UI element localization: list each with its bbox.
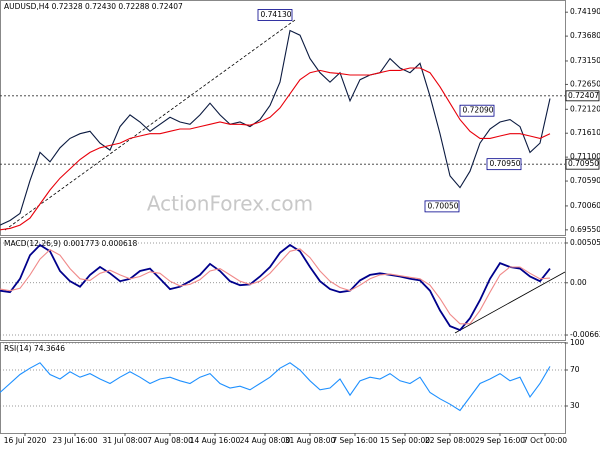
x-tick-label: 7 Aug 08:00 <box>147 436 193 445</box>
trend-line <box>454 271 566 334</box>
x-tick-label: 24 Aug 08:00 <box>240 436 291 445</box>
annotation-label: 0.72090 <box>463 106 494 115</box>
y-tick-label: 0.00 <box>570 278 587 287</box>
x-tick-label: 7 Oct 00:00 <box>523 436 567 445</box>
price-label-box <box>565 90 600 102</box>
annotation-label: 0.70050 <box>428 201 459 210</box>
x-tick-label: 22 Sep 08:00 <box>425 436 475 445</box>
price-label: 0.72407 <box>568 91 599 100</box>
x-tick-label: 29 Sep 16:00 <box>475 436 525 445</box>
y-tick-label: 0.74190 <box>570 7 600 16</box>
x-tick-label: 14 Aug 16:00 <box>190 436 241 445</box>
annotation-box <box>424 200 460 213</box>
y-tick-label: 0.73680 <box>570 31 600 40</box>
y-tick-label: 0.005052 <box>570 238 600 247</box>
price-label: 0.70950 <box>568 159 599 168</box>
series-line <box>0 29 551 226</box>
panel-title: MACD(12,26,9) 0.001773 0.000618 <box>4 239 138 248</box>
y-tick-label: 70 <box>570 365 580 374</box>
y-tick-label: 0.71610 <box>570 128 600 137</box>
annotation-label: 0.74130 <box>261 10 292 19</box>
price-label-box <box>565 158 600 170</box>
y-tick-label: 30 <box>570 401 580 410</box>
series-line <box>0 248 551 325</box>
y-tick-label: 0.73150 <box>570 56 600 65</box>
panel-title: RSI(14) 74.3646 <box>4 344 65 353</box>
y-tick-label: 0.70060 <box>570 201 600 210</box>
y-tick-label: 0.70590 <box>570 176 600 185</box>
watermark: ActionForex.com <box>147 192 313 216</box>
x-tick-label: 15 Sep 00:00 <box>380 436 430 445</box>
y-tick-label: 0.69550 <box>570 225 600 234</box>
x-tick-label: 23 Jul 16:00 <box>53 436 98 445</box>
y-tick-label: 0.72650 <box>570 79 600 88</box>
series-line <box>0 243 551 332</box>
annotation-box <box>486 158 522 171</box>
y-tick-label: 0.72120 <box>570 104 600 113</box>
annotation-box <box>257 9 293 21</box>
x-tick-label: 31 Aug 08:00 <box>285 436 336 445</box>
x-tick-label: 31 Jul 08:00 <box>103 436 148 445</box>
y-tick-label: 0.71100 <box>570 152 600 161</box>
rsi-panel <box>0 342 566 434</box>
y-tick-label: -0.006629 <box>570 330 600 339</box>
series-line <box>0 67 551 231</box>
y-tick-label: 100 <box>570 338 585 347</box>
price-panel <box>0 0 566 236</box>
x-tick-label: 7 Sep 16:00 <box>332 436 378 445</box>
annotation-box <box>459 104 495 117</box>
chart-title: AUDUSD,H4 0.72328 0.72430 0.72288 0.7240… <box>4 2 183 11</box>
x-tick-label: 16 Jul 2020 <box>4 436 47 445</box>
series-line <box>0 362 551 412</box>
annotation-label: 0.70950 <box>490 159 521 168</box>
